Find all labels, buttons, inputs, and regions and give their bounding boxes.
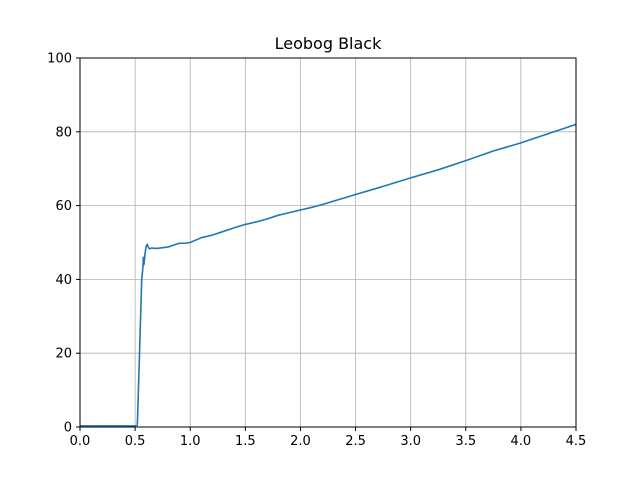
axes-frame: [79, 57, 577, 428]
chart-title: Leobog Black: [275, 34, 382, 53]
axes: [79, 57, 577, 428]
x-tick-label: 2.0: [290, 434, 311, 449]
x-tick-label: 3.0: [400, 434, 421, 449]
x-tick-label: 0.0: [70, 434, 91, 449]
y-tick-label: 100: [47, 52, 72, 67]
plot-area: [80, 123, 577, 427]
x-tick-label: 3.5: [455, 434, 476, 449]
x-tick-label: 4.0: [511, 434, 532, 449]
ticks: 0.0 0.5 1.0 1.5 2.0 2.5 3.0 3.5 4.0 4.5 0 20 40 60 80 1…: [47, 52, 586, 450]
y-tick-label: 80: [55, 125, 72, 140]
x-tick-label: 2.5: [345, 434, 366, 449]
series-line: [80, 123, 577, 427]
y-tick-label: 60: [55, 199, 72, 214]
y-tick-label: 20: [55, 347, 72, 362]
x-tick-label: 4.5: [566, 434, 587, 449]
x-tick-label: 1.5: [235, 434, 256, 449]
x-tick-label: 1.0: [180, 434, 201, 449]
x-tick-label: 0.5: [125, 434, 146, 449]
y-tick-label: 40: [55, 273, 72, 288]
y-tick-label: 0: [64, 421, 72, 436]
